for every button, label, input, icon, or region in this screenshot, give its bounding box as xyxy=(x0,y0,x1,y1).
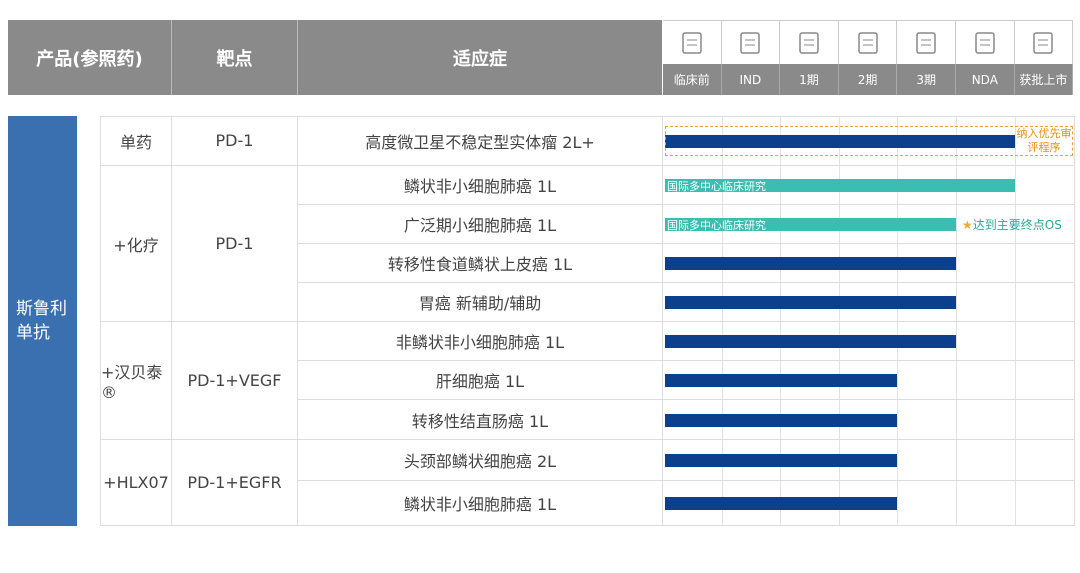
progress-bar xyxy=(665,413,898,427)
stage-icon xyxy=(1014,20,1074,64)
row-line xyxy=(663,321,1075,322)
bar-label: 国际多中心临床研究 xyxy=(667,179,766,193)
icon xyxy=(682,31,702,54)
note: 纳入优先审评程序 xyxy=(1016,127,1072,154)
target: PD-1 xyxy=(172,116,298,166)
progress-bar xyxy=(665,454,898,467)
indication: 头颈部鳞状细胞癌 2L xyxy=(298,440,663,481)
progress-bar: 国际多中心临床研究 xyxy=(665,179,1015,193)
stage-label: 3期 xyxy=(897,64,956,95)
note-text: 达到主要终点OS xyxy=(972,218,1062,232)
stage-icon xyxy=(956,20,1015,64)
header-product: 产品(参照药) xyxy=(8,20,172,95)
stage-label: 获批上市 xyxy=(1014,64,1074,95)
target: PD-1+VEGF xyxy=(172,322,298,440)
stage-label: 2期 xyxy=(838,64,898,95)
progress-bar xyxy=(665,296,956,309)
stage-label: 1期 xyxy=(780,64,839,95)
row-line xyxy=(663,204,1075,205)
indication: 鳞状非小细胞肺癌 1L xyxy=(298,481,663,526)
stage-icon xyxy=(897,20,956,64)
row-line xyxy=(663,439,1075,440)
indication: 非鳞状非小细胞肺癌 1L xyxy=(298,322,663,361)
progress-bar xyxy=(665,257,956,270)
icon xyxy=(857,31,878,54)
icon xyxy=(740,31,761,54)
row-line xyxy=(663,480,1075,481)
header-target: 靶点 xyxy=(172,20,298,95)
indication: 高度微卫星不稳定型实体瘤 2L+ xyxy=(298,116,663,166)
star: ★ xyxy=(962,217,973,232)
indication: 胃癌 新辅助/辅助 xyxy=(298,283,663,322)
row-line xyxy=(663,399,1075,400)
combo: +HLX07 xyxy=(100,440,172,526)
stage-icon xyxy=(721,20,781,64)
icon xyxy=(916,31,936,54)
note-frame xyxy=(665,126,1073,156)
combo: +化疗 xyxy=(100,166,172,322)
progress-bar: 国际多中心临床研究 xyxy=(665,218,956,232)
icon xyxy=(799,31,819,54)
indication: 鳞状非小细胞肺癌 1L xyxy=(298,166,663,205)
indication: 转移性食道鳞状上皮癌 1L xyxy=(298,244,663,283)
note: ★ 达到主要终点OS xyxy=(962,215,1080,234)
stage-label: NDA xyxy=(956,64,1015,95)
indication: 肝细胞癌 1L xyxy=(298,361,663,400)
combo: 单药 xyxy=(100,116,172,166)
combo: +汉贝泰® xyxy=(100,322,172,440)
indication: 广泛期小细胞肺癌 1L xyxy=(298,205,663,244)
stage-icon xyxy=(780,20,839,64)
stage-label: IND xyxy=(721,64,781,95)
stage-label: 临床前 xyxy=(663,64,722,95)
progress-bar xyxy=(665,134,1015,148)
stage-icon xyxy=(663,20,722,64)
icon xyxy=(975,31,995,54)
indication: 转移性结直肠癌 1L xyxy=(298,400,663,440)
row-line xyxy=(663,360,1075,361)
drug: 斯鲁利单抗 xyxy=(8,116,77,526)
target: PD-1 xyxy=(172,166,298,322)
icon xyxy=(1033,31,1054,54)
stage-icon xyxy=(838,20,898,64)
header-indication: 适应症 xyxy=(298,20,662,95)
progress-bar xyxy=(665,335,956,348)
row-line xyxy=(663,165,1075,166)
row-line xyxy=(663,525,1075,526)
row-line xyxy=(663,243,1075,244)
target: PD-1+EGFR xyxy=(172,440,298,526)
row-line xyxy=(663,282,1075,283)
progress-bar xyxy=(665,497,898,510)
progress-bar xyxy=(665,374,898,387)
bar-label: 国际多中心临床研究 xyxy=(667,218,766,232)
